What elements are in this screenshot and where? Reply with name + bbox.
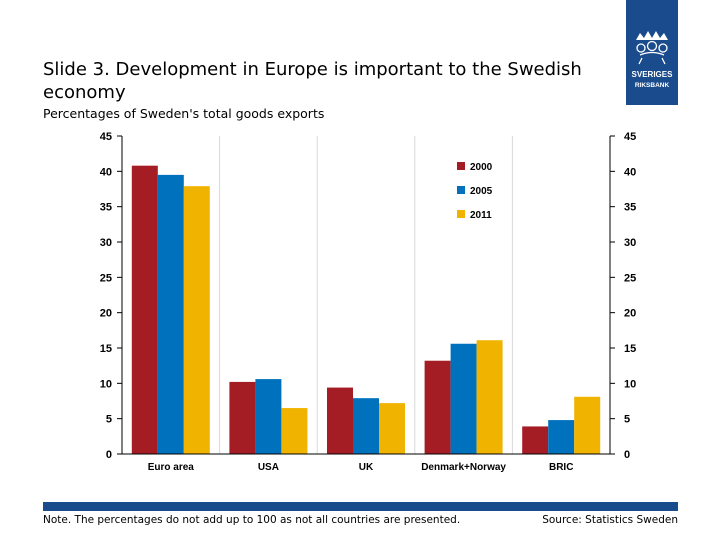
crown-emblem-icon [636, 31, 668, 65]
y-tick-label-left: 30 [100, 237, 112, 249]
bar-2011-denmark-norway [476, 340, 503, 454]
y-tick-label-left: 0 [106, 449, 112, 461]
y-tick-label-right: 20 [624, 308, 636, 320]
y-tick-label-right: 15 [624, 343, 636, 355]
y-tick-label-left: 15 [100, 343, 112, 355]
x-tick-label: Euro area [148, 462, 195, 473]
bar-2005-bric [548, 420, 575, 454]
legend-label-2000: 2000 [470, 162, 493, 173]
y-tick-label-left: 45 [100, 131, 112, 143]
y-tick-label-left: 20 [100, 308, 112, 320]
y-tick-label-left: 10 [100, 378, 112, 390]
y-tick-label-right: 25 [624, 272, 636, 284]
bar-2005-usa [255, 379, 282, 454]
y-tick-label-left: 5 [106, 414, 112, 426]
bar-2011-usa [281, 408, 308, 454]
x-tick-label: UK [359, 462, 374, 473]
legend-swatch-2000 [457, 162, 465, 170]
legend-swatch-2005 [457, 186, 465, 194]
y-tick-label-right: 5 [624, 414, 630, 426]
y-tick-label-right: 30 [624, 237, 636, 249]
x-tick-label: BRIC [549, 462, 573, 473]
y-tick-label-right: 0 [624, 449, 630, 461]
logo-line2: RIKSBANK [635, 82, 670, 89]
legend-swatch-2011 [457, 210, 465, 218]
bar-2011-bric [574, 396, 601, 454]
logo-line1: SVERIGES [632, 70, 674, 79]
bar-2000-uk [327, 387, 353, 454]
bar-2005-uk [353, 398, 379, 454]
bar-2000-denmark-norway [424, 360, 451, 454]
bar-2005-euro-area [157, 174, 184, 454]
legend-label-2011: 2011 [470, 210, 492, 221]
bar-2000-euro-area [131, 165, 158, 454]
bar-2000-bric [522, 426, 549, 454]
chart-subtitle: Percentages of Sweden's total goods expo… [43, 106, 325, 121]
y-tick-label-left: 25 [100, 272, 112, 284]
y-tick-label-right: 45 [624, 131, 636, 143]
y-tick-label-right: 35 [624, 202, 636, 214]
bar-chart: 0 0 5 5 10 10 15 15 20 20 25 25 30 30 35 35 40 40 45 45 Euro… [100, 131, 637, 473]
y-tick-label-right: 10 [624, 378, 636, 390]
legend-label-2005: 2005 [470, 186, 493, 197]
y-tick-label-right: 40 [624, 166, 636, 178]
y-tick-label-left: 35 [100, 202, 112, 214]
riksbank-logo: SVERIGES RIKSBANK [626, 0, 678, 105]
x-tick-label: Denmark+Norway [421, 462, 506, 473]
source-label: Source: Statistics Sweden [542, 514, 678, 526]
bar-2000-usa [229, 381, 256, 454]
bar-2011-euro-area [183, 186, 210, 454]
x-tick-label: USA [258, 462, 279, 473]
footer-bar [43, 502, 678, 511]
bar-2011-uk [379, 403, 405, 454]
slide-title: Slide 3. Development in Europe is import… [43, 59, 582, 103]
footnote: Note. The percentages do not add up to 1… [43, 514, 461, 526]
y-tick-label-left: 40 [100, 166, 112, 178]
bar-2005-denmark-norway [450, 343, 477, 454]
